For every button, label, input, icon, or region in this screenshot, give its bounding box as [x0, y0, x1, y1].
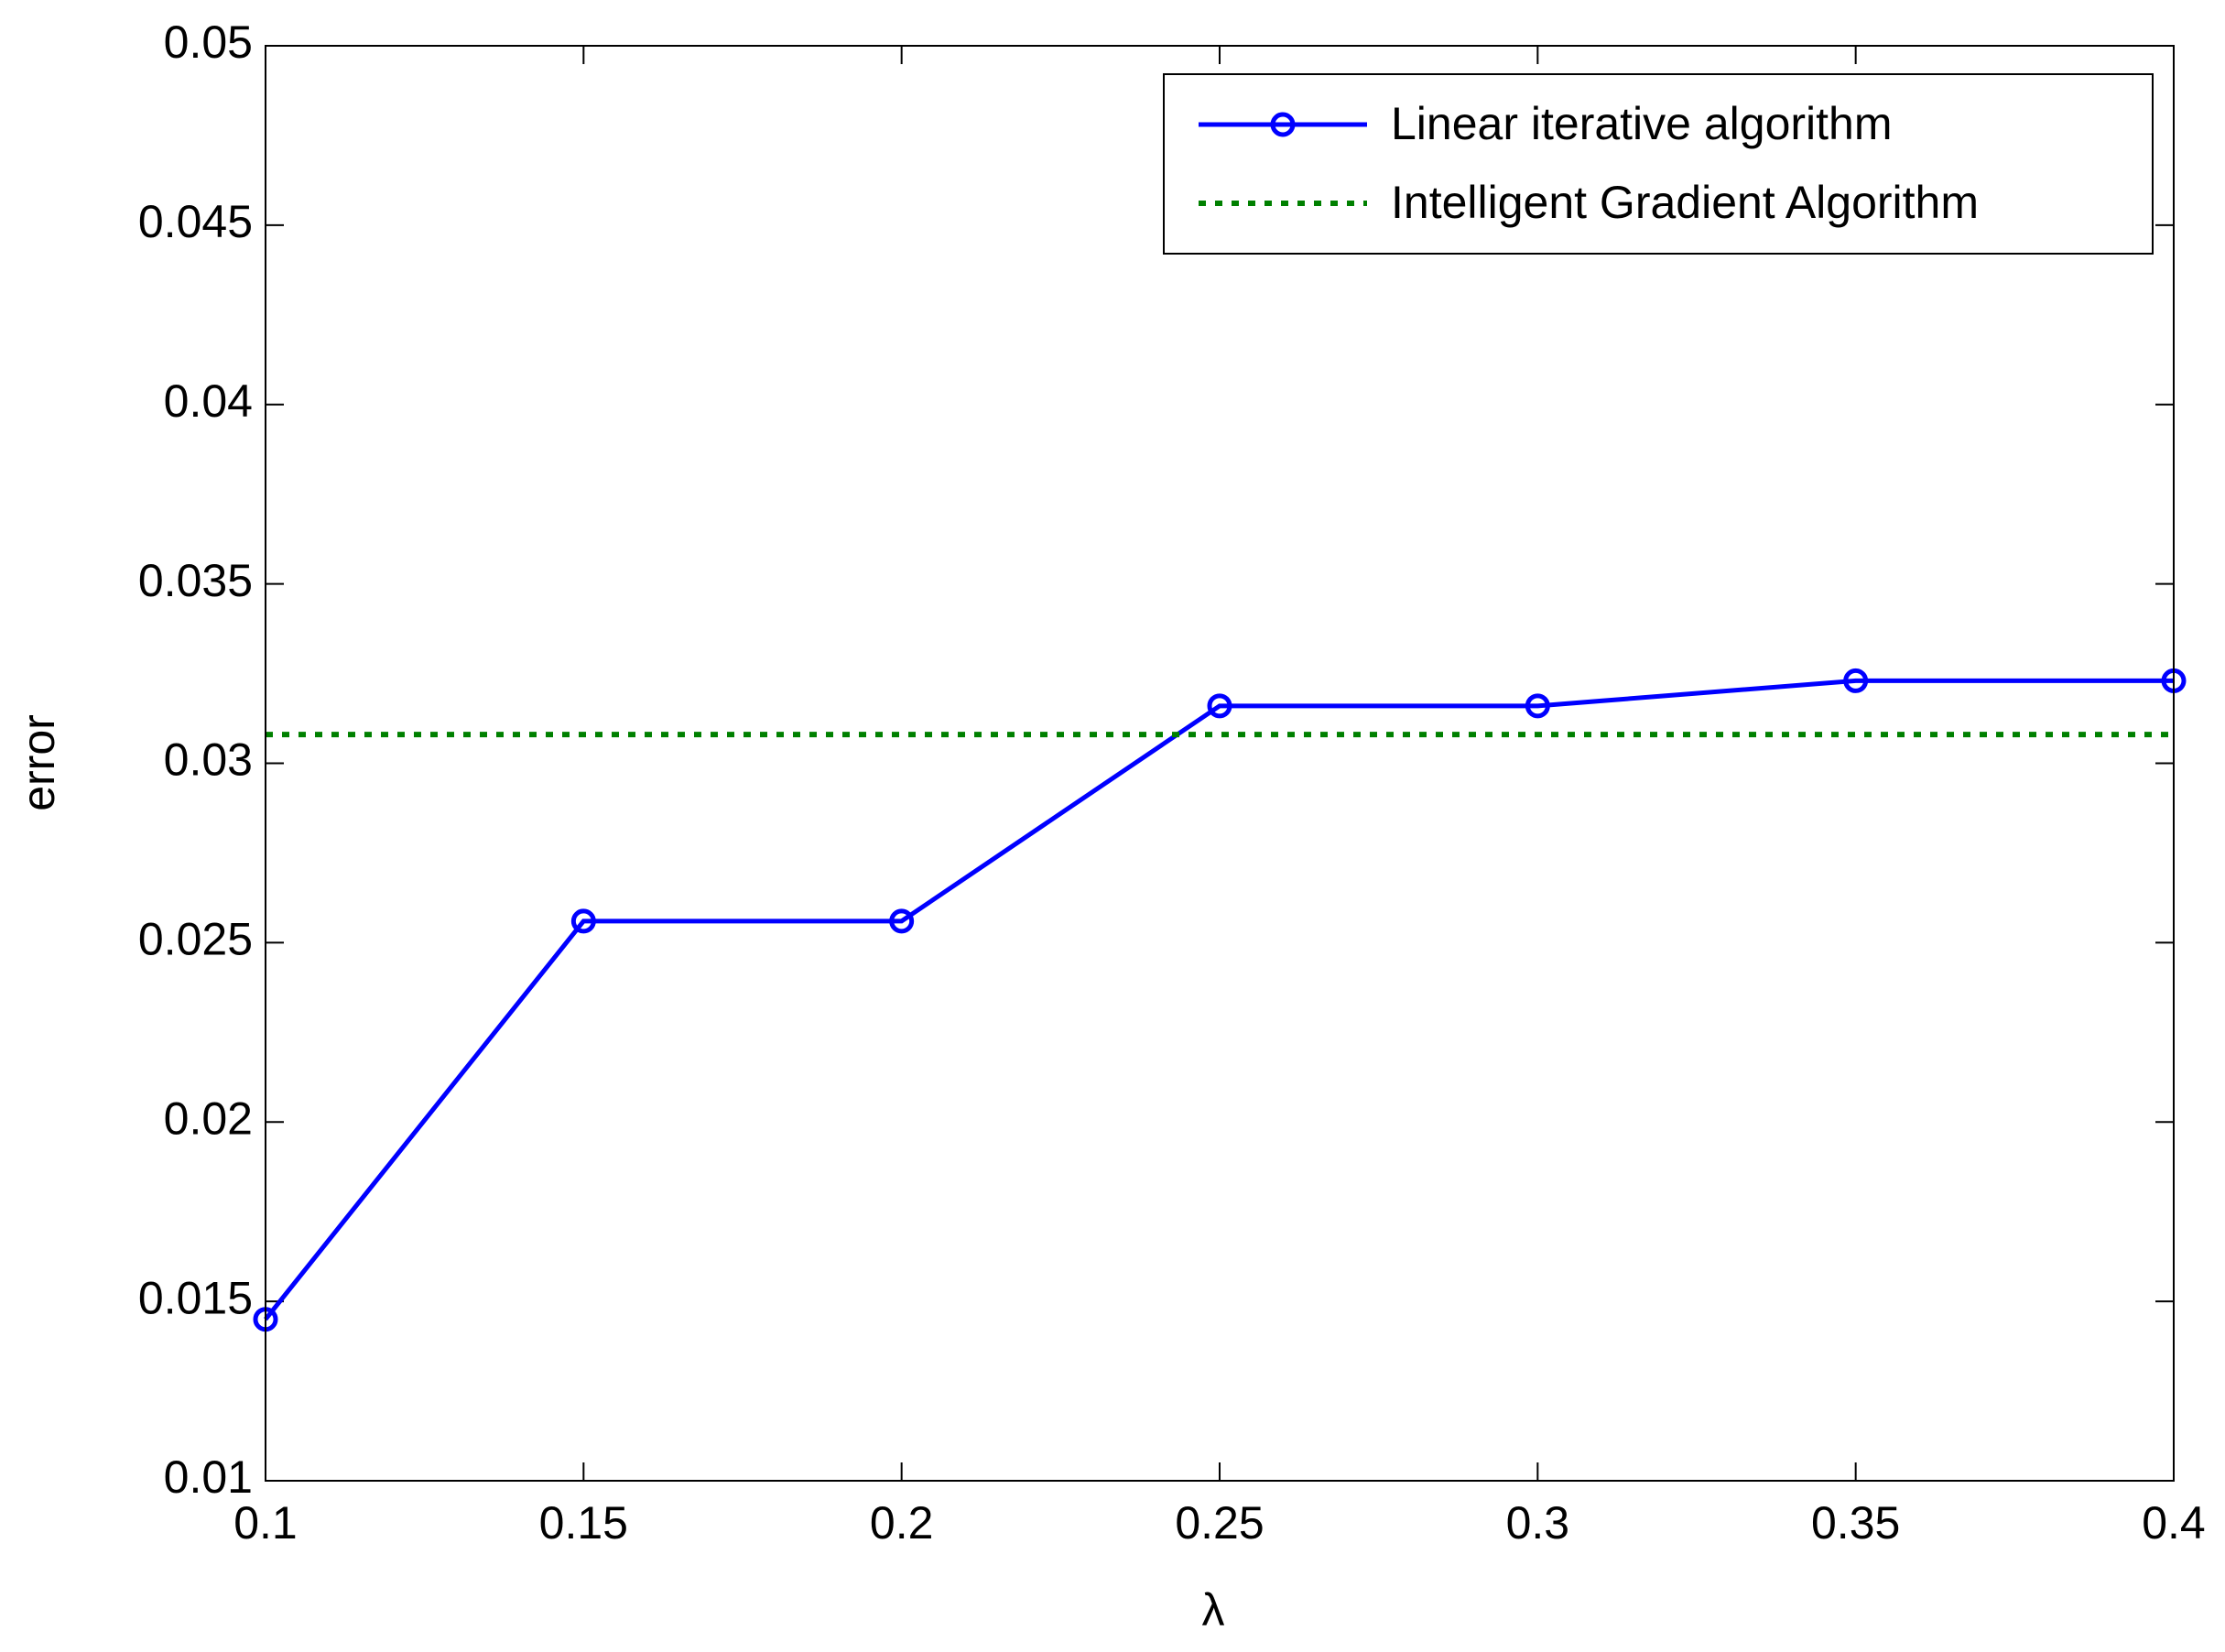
y-tick-label: 0.01 — [164, 1451, 253, 1503]
data-point — [1207, 693, 1232, 719]
plot-area — [266, 46, 2174, 1481]
x-tick-label: 0.15 — [539, 1497, 628, 1549]
x-tick-label: 0.35 — [1811, 1497, 1900, 1549]
y-tick-label: 0.04 — [164, 375, 253, 427]
x-tick-label: 0.4 — [2142, 1497, 2206, 1549]
series-line — [264, 678, 2174, 1321]
x-axis-label: λ — [1202, 1584, 1225, 1636]
y-tick-label: 0.015 — [138, 1272, 253, 1323]
y-tick-label: 0.05 — [164, 16, 253, 68]
legend-label: Intelligent Gradient Algorithm — [1391, 177, 1979, 228]
y-axis-label: error — [13, 714, 64, 811]
data-point — [1525, 693, 1550, 719]
y-tick-label: 0.025 — [138, 914, 253, 965]
plot-frame — [265, 45, 2175, 1482]
y-tick-label: 0.035 — [138, 555, 253, 606]
data-point — [1843, 668, 1869, 693]
y-tick-label: 0.045 — [138, 196, 253, 247]
x-tick-label: 0.1 — [233, 1497, 298, 1549]
y-tick-label: 0.03 — [164, 734, 253, 786]
x-tick-label: 0.25 — [1175, 1497, 1264, 1549]
x-tick-label: 0.3 — [1506, 1497, 1570, 1549]
legend-marker — [1270, 112, 1296, 137]
data-point — [889, 908, 915, 934]
legend-box — [1163, 73, 2154, 255]
legend-label: Linear iterative algorithm — [1391, 98, 1893, 149]
x-tick-label: 0.2 — [870, 1497, 934, 1549]
data-point — [570, 908, 596, 934]
y-tick-label: 0.02 — [164, 1092, 253, 1144]
